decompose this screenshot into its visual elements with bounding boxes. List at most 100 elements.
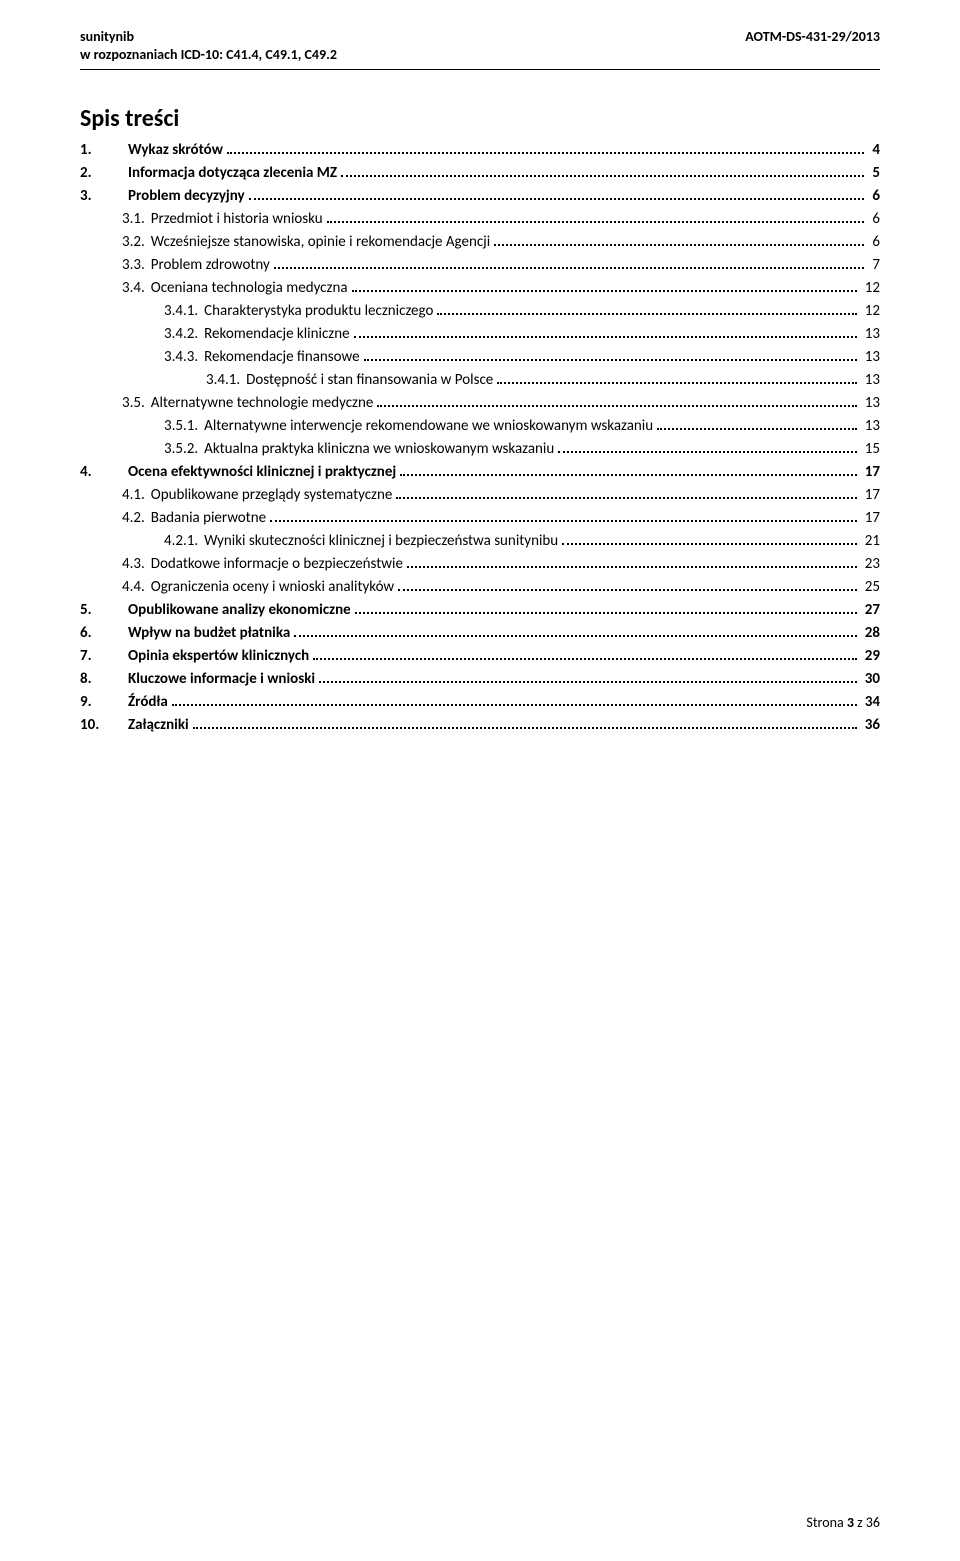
toc-entry: 3.4.2.Rekomendacje kliniczne 13: [164, 327, 880, 342]
toc-entry-number: 10.: [80, 718, 128, 733]
toc-entry-page: 17: [861, 511, 880, 526]
toc-entry-label: Przedmiot i historia wniosku: [151, 212, 323, 227]
page-footer: Strona 3 z 36: [806, 1514, 880, 1531]
toc-entry-label: Wpływ na budżet płatnika: [128, 626, 290, 641]
toc-entry-page: 13: [861, 350, 880, 365]
toc-leader-dots: [398, 589, 857, 591]
toc-leader-dots: [274, 267, 865, 269]
toc-entry-page: 23: [861, 557, 880, 572]
toc-leader-dots: [270, 520, 857, 522]
toc-title: Spis treści: [80, 104, 880, 133]
toc-entry-number: 3.4.2.: [164, 327, 204, 342]
toc-leader-dots: [396, 497, 856, 499]
toc-entry: 8.Kluczowe informacje i wnioski30: [80, 672, 880, 687]
toc-entry-page: 25: [861, 580, 880, 595]
toc-entry-page: 4: [868, 143, 880, 158]
toc-entry-page: 15: [861, 442, 880, 457]
toc-entry: 10.Załączniki36: [80, 718, 880, 733]
toc-entry-label: Oceniana technologia medyczna: [151, 281, 348, 296]
toc-entry-number: 3.5.2.: [164, 442, 204, 457]
toc-entry-page: 36: [861, 718, 880, 733]
header-document-number: AOTM-DS-431-29/2013: [745, 28, 880, 45]
toc-leader-dots: [377, 405, 856, 407]
toc-entry-label: Aktualna praktyka kliniczna we wnioskowa…: [204, 442, 554, 457]
toc-entry-number: 3.3.: [122, 258, 151, 273]
toc-leader-dots: [352, 290, 857, 292]
toc-entry-page: 6: [868, 212, 880, 227]
toc-entry-label: Ocena efektywności klinicznej i praktycz…: [128, 465, 396, 480]
toc-entry-label: Wyniki skuteczności klinicznej i bezpiec…: [204, 534, 558, 549]
toc-entry-label: Dostępność i stan finansowania w Polsce: [246, 373, 493, 388]
header-left: sunitynib w rozpoznaniach ICD-10: C41.4,…: [80, 28, 337, 63]
toc-entry-page: 7: [868, 258, 880, 273]
toc-entry: 5.Opublikowane analizy ekonomiczne27: [80, 603, 880, 618]
toc-entry-number: 5.: [80, 603, 128, 618]
toc-entry-label: Wykaz skrótów: [128, 143, 223, 158]
toc-entry-label: Rekomendacje finansowe: [204, 350, 359, 365]
toc-entry-page: 34: [861, 695, 880, 710]
toc-entry-number: 3.5.1.: [164, 419, 204, 434]
toc-entry-label: Opublikowane analizy ekonomiczne: [128, 603, 351, 618]
toc-entry: 4.1.Opublikowane przeglądy systematyczne…: [122, 488, 880, 503]
toc-entry-label: Kluczowe informacje i wnioski: [128, 672, 315, 687]
header-drug-name: sunitynib: [80, 28, 134, 45]
toc-entry: 3.5.Alternatywne technologie medyczne13: [122, 396, 880, 411]
toc-leader-dots: [319, 681, 857, 683]
toc-entry-number: 3.4.: [122, 281, 151, 296]
toc-entry: 3.3.Problem zdrowotny 7: [122, 258, 880, 273]
header-right: AOTM-DS-431-29/2013: [745, 28, 880, 63]
footer-current-page: 3: [847, 1514, 854, 1531]
toc-entry: 3.4.1.Dostępność i stan finansowania w P…: [206, 373, 880, 388]
toc-entry-label: Rekomendacje kliniczne: [204, 327, 349, 342]
toc-entry-number: 4.1.: [122, 488, 151, 503]
toc-entry-page: 17: [861, 488, 880, 503]
toc-entry: 4.2.1.Wyniki skuteczności klinicznej i b…: [164, 534, 880, 549]
toc-entry: 4.2.Badania pierwotne17: [122, 511, 880, 526]
toc-entry-number: 3.: [80, 189, 128, 204]
table-of-contents: 1.Wykaz skrótów 4 2.Informacja dotycząca z…: [80, 143, 880, 733]
toc-entry-number: 7.: [80, 649, 128, 664]
toc-entry-label: Charakterystyka produktu leczniczego: [204, 304, 433, 319]
toc-leader-dots: [354, 336, 857, 338]
toc-entry-number: 1.: [80, 143, 128, 158]
toc-entry-page: 13: [861, 419, 880, 434]
toc-entry-number: 4.2.1.: [164, 534, 204, 549]
toc-entry-page: 13: [861, 373, 880, 388]
toc-entry-number: 4.2.: [122, 511, 151, 526]
toc-leader-dots: [294, 635, 856, 637]
toc-leader-dots: [657, 428, 857, 430]
toc-leader-dots: [172, 704, 857, 706]
toc-leader-dots: [249, 198, 865, 200]
toc-entry-label: Informacja dotycząca zlecenia MZ: [128, 166, 337, 181]
footer-total-pages: 36: [866, 1514, 880, 1531]
page: sunitynib w rozpoznaniach ICD-10: C41.4,…: [0, 0, 960, 1561]
header-icd-codes: w rozpoznaniach ICD-10: C41.4, C49.1, C4…: [80, 46, 337, 63]
toc-leader-dots: [313, 658, 857, 660]
toc-entry-page: 21: [861, 534, 880, 549]
toc-leader-dots: [407, 566, 857, 568]
toc-entry: 3.5.1.Alternatywne interwencje rekomendo…: [164, 419, 880, 434]
toc-entry-number: 3.1.: [122, 212, 151, 227]
footer-prefix: Strona: [806, 1514, 846, 1531]
toc-entry: 3.1.Przedmiot i historia wniosku 6: [122, 212, 880, 227]
toc-entry-number: 8.: [80, 672, 128, 687]
toc-entry-page: 12: [861, 281, 880, 296]
toc-entry-label: Alternatywne interwencje rekomendowane w…: [204, 419, 653, 434]
toc-leader-dots: [400, 474, 857, 476]
toc-entry-label: Ograniczenia oceny i wnioski analityków: [151, 580, 394, 595]
toc-entry-label: Opinia ekspertów klinicznych: [128, 649, 309, 664]
toc-entry-label: Problem zdrowotny: [151, 258, 270, 273]
toc-entry: 1.Wykaz skrótów 4: [80, 143, 880, 158]
toc-leader-dots: [437, 313, 856, 315]
toc-entry-page: 13: [861, 396, 880, 411]
toc-entry: 7.Opinia ekspertów klinicznych29: [80, 649, 880, 664]
toc-entry-page: 6: [868, 189, 880, 204]
toc-entry-page: 5: [868, 166, 880, 181]
toc-entry-page: 13: [861, 327, 880, 342]
toc-entry: 6.Wpływ na budżet płatnika28: [80, 626, 880, 641]
toc-entry-number: 2.: [80, 166, 128, 181]
toc-entry: 3.4.3.Rekomendacje finansowe13: [164, 350, 880, 365]
toc-entry-number: 3.5.: [122, 396, 151, 411]
toc-entry-label: Problem decyzyjny: [128, 189, 245, 204]
toc-entry: 4.3.Dodatkowe informacje o bezpieczeństw…: [122, 557, 880, 572]
